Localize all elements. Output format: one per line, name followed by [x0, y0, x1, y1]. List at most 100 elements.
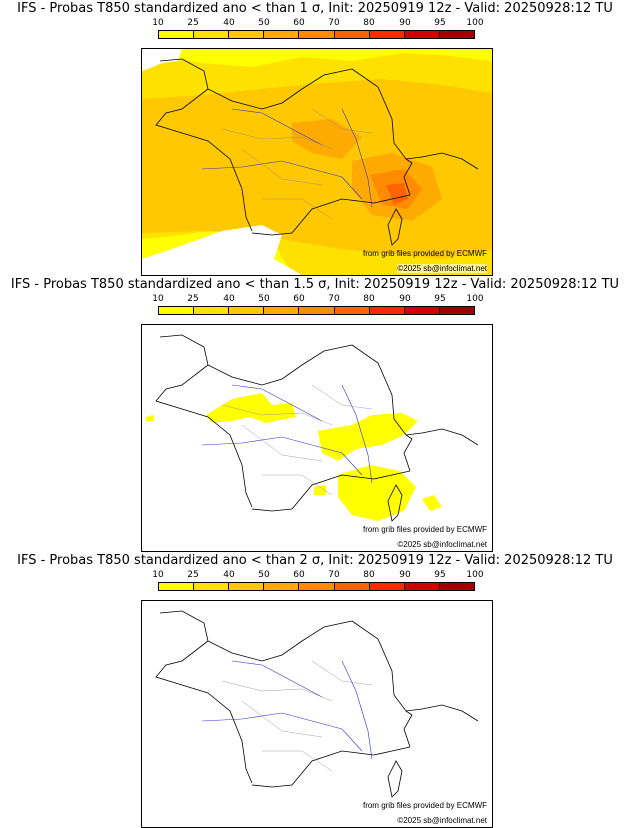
- prob-area-10: [318, 413, 418, 461]
- legend-swatch: [439, 307, 474, 314]
- legend-tick: 60: [293, 294, 305, 304]
- coastline: [155, 364, 253, 508]
- legend-swatch: [299, 31, 335, 38]
- river: [341, 660, 373, 760]
- panel-sigma-1: IFS - Probas T850 standardized ano < tha…: [0, 0, 630, 276]
- legend-tick: 90: [399, 570, 411, 580]
- legend-swatch: [334, 31, 370, 38]
- legend-tick: 70: [328, 294, 340, 304]
- coastline: [159, 334, 353, 386]
- legend-tick: 10: [152, 570, 164, 580]
- panel-title: IFS - Probas T850 standardized ano < tha…: [17, 553, 613, 568]
- legend-swatch: [369, 307, 405, 314]
- dept-border: [221, 660, 373, 772]
- legend-tick: 95: [434, 18, 446, 28]
- legend-tick: 70: [328, 18, 340, 28]
- country-border: [251, 784, 293, 788]
- legend-colorbar: [158, 306, 475, 315]
- map-svg: [142, 49, 492, 275]
- probability-map: from grib files provided by ECMWF ©2025 …: [141, 600, 493, 828]
- legend-tick: 80: [363, 294, 375, 304]
- river: [201, 436, 363, 476]
- legend-swatch: [194, 307, 230, 314]
- copyright-credit: ©2025 sb@infoclimat.net: [397, 540, 487, 549]
- data-source-credit: from grib files provided by ECMWF: [362, 249, 487, 258]
- legend-tick: 80: [363, 18, 375, 28]
- map-svg: [155, 610, 479, 798]
- probability-map: from grib files provided by ECMWF ©2025 …: [141, 324, 493, 552]
- legend-colorbar: [158, 582, 475, 591]
- legend-tick: 100: [466, 294, 484, 304]
- map-svg: [146, 334, 479, 522]
- country-border: [403, 434, 413, 472]
- prob-area-10: [338, 465, 416, 521]
- legend-tick: 80: [363, 570, 375, 580]
- legend-tick: 100: [466, 570, 484, 580]
- prob-area-10: [314, 485, 326, 495]
- country-border: [351, 620, 479, 722]
- legend-tick: 70: [328, 570, 340, 580]
- coastline: [291, 470, 411, 510]
- copyright-credit: ©2025 sb@infoclimat.net: [397, 816, 487, 825]
- prob-area-10: [206, 393, 296, 423]
- legend-swatch: [194, 31, 230, 38]
- legend-tick: 10: [152, 18, 164, 28]
- legend-tick: 50: [258, 18, 270, 28]
- country-border: [251, 232, 293, 236]
- legend-swatch: [299, 307, 335, 314]
- legend-tick-labels: 10 25 40 50 60 70 80 90 95 100: [140, 294, 494, 305]
- dept-border: [221, 384, 373, 496]
- legend-swatch: [404, 31, 440, 38]
- river: [341, 108, 373, 208]
- coastline: [159, 58, 353, 110]
- corsica-island: [387, 208, 403, 246]
- legend-swatch: [404, 583, 440, 590]
- panel-sigma-2: IFS - Probas T850 standardized ano < tha…: [0, 552, 630, 828]
- legend-tick: 40: [223, 570, 235, 580]
- river: [231, 384, 323, 422]
- coastline: [291, 746, 411, 786]
- sea-area: [142, 225, 302, 275]
- coastline: [155, 640, 253, 784]
- legend-swatch: [229, 583, 265, 590]
- panel-title: IFS - Probas T850 standardized ano < tha…: [10, 277, 620, 292]
- legend-tick: 10: [152, 294, 164, 304]
- country-border: [251, 508, 293, 512]
- prob-area-70: [386, 183, 408, 205]
- data-source-credit: from grib files provided by ECMWF: [362, 801, 487, 810]
- river: [201, 160, 363, 200]
- legend-swatch: [264, 307, 300, 314]
- legend-tick: 40: [223, 294, 235, 304]
- legend-swatch: [439, 583, 474, 590]
- panel-sigma-1-5: IFS - Probas T850 standardized ano < tha…: [0, 276, 630, 552]
- legend-tick: 100: [466, 18, 484, 28]
- corsica-island: [387, 484, 403, 522]
- prob-area-10: [422, 495, 442, 511]
- legend-tick: 40: [223, 18, 235, 28]
- legend-tick-labels: 10 25 40 50 60 70 80 90 95 100: [140, 18, 494, 29]
- legend-swatch: [334, 583, 370, 590]
- legend-tick: 95: [434, 294, 446, 304]
- legend-tick: 95: [434, 570, 446, 580]
- legend-swatch: [159, 307, 195, 314]
- legend-swatch: [194, 583, 230, 590]
- prob-area-10: [146, 415, 154, 421]
- legend-swatch: [264, 31, 300, 38]
- legend-tick: 50: [258, 570, 270, 580]
- legend-tick: 25: [187, 294, 199, 304]
- prob-area-50: [292, 119, 362, 159]
- legend-tick: 25: [187, 18, 199, 28]
- legend-swatch: [439, 31, 474, 38]
- legend-tick: 50: [258, 294, 270, 304]
- country-border: [403, 710, 413, 748]
- coastline: [159, 610, 353, 662]
- legend-swatch: [299, 583, 335, 590]
- legend-swatch: [229, 307, 265, 314]
- probability-map: from grib files provided by ECMWF ©2025 …: [141, 48, 493, 276]
- legend-swatch: [369, 31, 405, 38]
- country-border: [403, 158, 413, 196]
- legend-swatch: [229, 31, 265, 38]
- legend-swatch: [264, 583, 300, 590]
- data-source-credit: from grib files provided by ECMWF: [362, 525, 487, 534]
- legend-tick-labels: 10 25 40 50 60 70 80 90 95 100: [140, 570, 494, 581]
